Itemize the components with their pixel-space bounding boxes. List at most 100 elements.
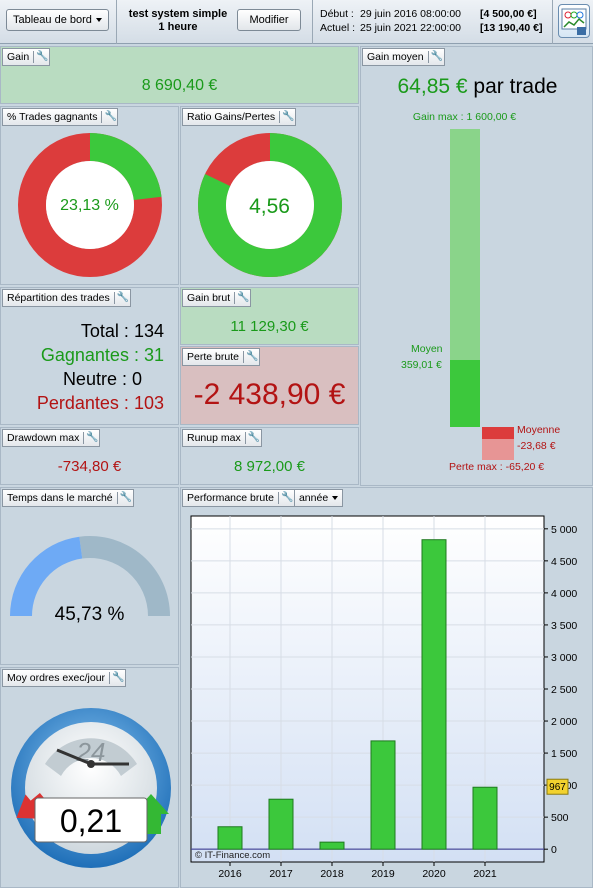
- wrench-icon[interactable]: 🔧: [116, 492, 132, 504]
- bar-2016: [217, 826, 243, 850]
- x-tick-label: 2018: [320, 868, 344, 880]
- y-tick-label: 3 500: [551, 620, 577, 632]
- perdantes-row: Perdantes : 103: [37, 393, 164, 414]
- gain-brut-panel: Gain brut 🔧 11 129,30 €: [180, 287, 359, 345]
- gagnantes-label: Gagnantes :: [40, 345, 139, 365]
- trades-gagnants-title-label: % Trades gagnants: [7, 111, 98, 123]
- chart-copyright: © IT-Finance.com: [195, 850, 270, 861]
- gain-title: Gain 🔧: [2, 48, 51, 66]
- x-tick-label: 2021: [473, 868, 497, 880]
- repartition-panel: Répartition des trades 🔧 Total : 134 Gagn…: [0, 287, 179, 425]
- ratio-value: 4,56: [249, 195, 290, 218]
- gain-brut-value: 11 129,30 €: [230, 318, 309, 335]
- modify-button[interactable]: Modifier: [237, 9, 301, 31]
- gain-moyen-bar: [450, 360, 480, 427]
- wrench-icon[interactable]: 🔧: [101, 111, 117, 123]
- wrench-icon[interactable]: 🔧: [234, 292, 250, 304]
- chevron-down-icon: [332, 496, 339, 500]
- gagnantes-row: Gagnantes : 31: [41, 345, 164, 366]
- trades-gagnants-title: % Trades gagnants 🔧: [2, 108, 119, 126]
- bar-2018: [319, 841, 345, 850]
- dial-band: [45, 738, 137, 776]
- system-title: test system simple: [128, 8, 228, 20]
- view-select[interactable]: Tableau de bord: [6, 9, 109, 31]
- neutre-label: Neutre :: [62, 369, 127, 389]
- trades-gagnants-value: 23,13 %: [60, 197, 119, 214]
- current-capital: [13 190,40 €]: [480, 22, 543, 34]
- y-tick-label: 1 500: [551, 748, 577, 760]
- start-capital: [4 500,00 €]: [480, 8, 537, 20]
- drawdown-value: -734,80 €: [57, 458, 122, 475]
- drawdown-panel: Drawdown max 🔧 -734,80 €: [0, 427, 179, 485]
- runup-value: 8 972,00 €: [234, 458, 305, 475]
- gain-moyen-panel: Gain moyen 🔧 64,85 € par trade Gain max :…: [360, 46, 593, 486]
- start-date: 29 juin 2016 08:00:00: [360, 8, 462, 20]
- donut-hole: [226, 161, 314, 249]
- dial-hub: [87, 760, 95, 768]
- wrench-icon[interactable]: 🔧: [113, 292, 129, 304]
- runup-title: Runup max 🔧: [182, 429, 262, 447]
- gain-brut-title: Gain brut 🔧: [182, 289, 252, 307]
- gagnantes-value: 31: [143, 345, 164, 365]
- gain-panel: Gain 🔧 8 690,40 €: [0, 46, 359, 104]
- period-select[interactable]: année: [293, 490, 339, 506]
- dial-value-box: [34, 797, 148, 843]
- ratio-title: Ratio Gains/Pertes 🔧: [182, 108, 297, 126]
- divider: [312, 0, 313, 44]
- neutre-value: 0: [131, 369, 142, 389]
- perte-brute-title-label: Perte brute: [187, 351, 239, 363]
- y-tick-label: 4 500: [551, 556, 577, 568]
- report-icon[interactable]: [558, 4, 590, 38]
- repartition-title-label: Répartition des trades: [7, 292, 110, 304]
- wrench-icon[interactable]: 🔧: [83, 432, 99, 444]
- perdantes-label: Perdantes :: [36, 393, 129, 413]
- current-row: Actuel : 25 juin 2021 22:00:00 [13 190,40 …: [320, 22, 542, 34]
- gain-brut-title-label: Gain brut: [187, 292, 231, 304]
- system-timeframe: 1 heure: [158, 21, 198, 33]
- wrench-icon[interactable]: 🔧: [109, 672, 125, 684]
- wrench-icon[interactable]: 🔧: [244, 432, 260, 444]
- performance-title: Performance brute 🔧 année: [182, 489, 344, 507]
- gain-title-label: Gain: [7, 51, 30, 63]
- gain-moyen-suffix: par trade: [473, 75, 558, 98]
- bar-2019: [370, 740, 396, 850]
- ratio-donut: [198, 133, 342, 277]
- bar-2021: [472, 786, 498, 850]
- current-date: 25 juin 2021 22:00:00: [360, 22, 462, 34]
- wrench-icon[interactable]: 🔧: [277, 492, 293, 504]
- ordres-value: 0,21: [60, 803, 122, 839]
- ratio-title-label: Ratio Gains/Pertes: [187, 111, 276, 123]
- bar-2020: [421, 539, 447, 850]
- system-name: test system simple 1 heure: [120, 8, 236, 34]
- y-tick-label: 2 500: [551, 684, 577, 696]
- wrench-icon[interactable]: 🔧: [242, 351, 258, 363]
- total-value: 134: [133, 321, 164, 341]
- wrench-icon[interactable]: 🔧: [427, 51, 443, 63]
- wrench-icon[interactable]: 🔧: [279, 111, 295, 123]
- ordres-dial: 24 0,21: [11, 708, 171, 868]
- current-value-label: 967: [549, 782, 566, 793]
- y-tick-label: 2 000: [551, 716, 577, 728]
- moyenne-value: -23,68 €: [517, 440, 556, 452]
- x-tick-label: 2017: [269, 868, 293, 880]
- moyen-value: 359,01 €: [401, 359, 442, 371]
- divider: [116, 0, 117, 44]
- ordres-title: Moy ordres exec/jour 🔧: [2, 669, 127, 687]
- view-select-label: Tableau de bord: [13, 14, 92, 26]
- gauge-filled-arc: [10, 536, 83, 616]
- x-tick-label: 2016: [218, 868, 242, 880]
- gauge-remaining-arc: [79, 536, 170, 616]
- temps-marche-value: 45,73 %: [54, 604, 125, 625]
- temps-marche-title: Temps dans le marché 🔧: [2, 489, 134, 507]
- perte-brute-title: Perte brute 🔧: [182, 348, 260, 366]
- ratio-panel: Ratio Gains/Pertes 🔧 4,56: [180, 106, 359, 285]
- repartition-title: Répartition des trades 🔧: [2, 289, 131, 307]
- wrench-icon[interactable]: 🔧: [33, 51, 49, 63]
- perte-brute-panel: Perte brute 🔧 -2 438,90 €: [180, 346, 359, 425]
- chevron-down-icon: [95, 18, 102, 22]
- moyen-label: Moyen: [411, 343, 443, 355]
- start-row: Début : 29 juin 2016 08:00:00 [4 500,00 €]: [320, 8, 537, 20]
- current-value-marker: [546, 778, 569, 795]
- total-label: Total :: [80, 321, 129, 341]
- gain-value: 8 690,40 €: [141, 77, 218, 94]
